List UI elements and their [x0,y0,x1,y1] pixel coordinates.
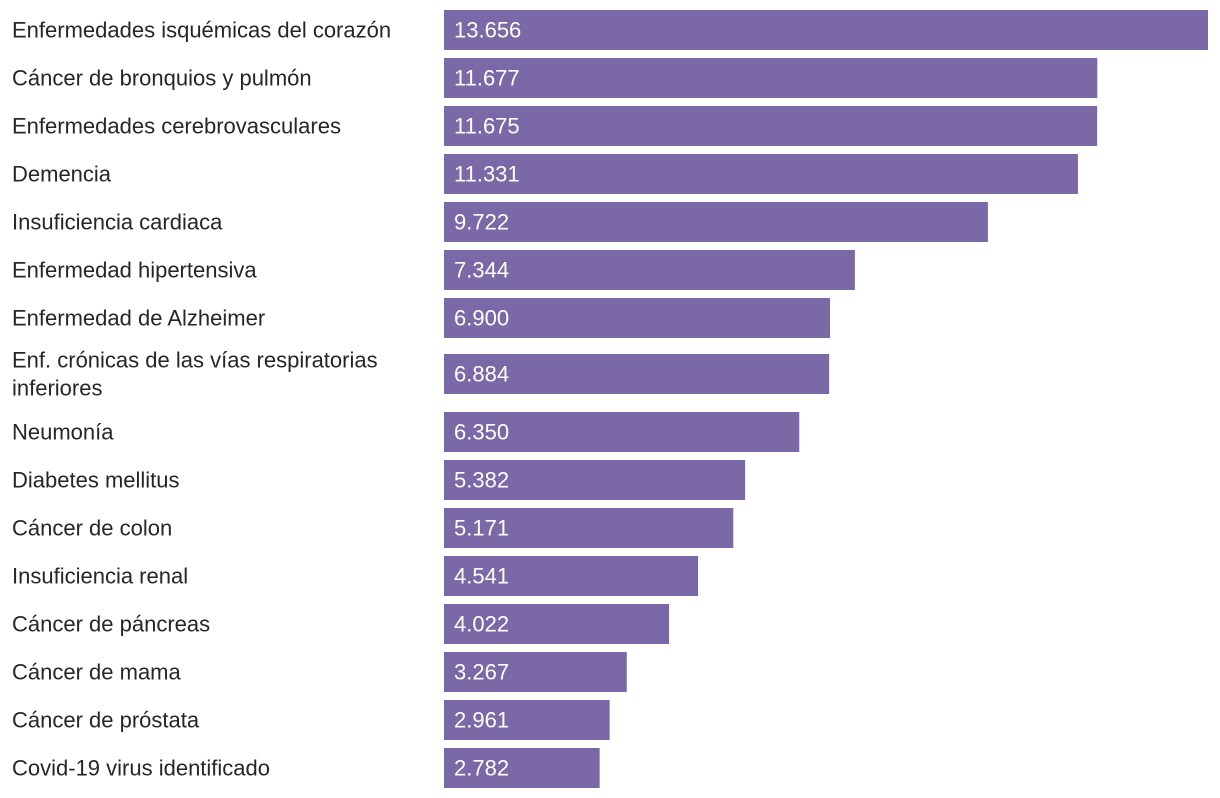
bar-value-label: 13.656 [454,18,521,43]
category-label: Enfermedades isquémicas del corazón [12,18,391,43]
category-label-line: Cáncer de próstata [12,708,200,733]
bar-value-label: 2.782 [454,756,509,781]
category-label-line: Neumonía [12,420,114,445]
category-label-line: Cáncer de colon [12,516,172,541]
bar [444,10,1208,50]
bar-value-label: 7.344 [454,258,509,283]
category-label-line: Enf. crónicas de las vías respiratorias [12,348,378,373]
category-label-line: Covid-19 virus identificado [12,756,270,781]
category-label-line: Insuficiencia renal [12,564,188,589]
category-label-line: Cáncer de bronquios y pulmón [12,66,312,91]
bar-value-label: 3.267 [454,660,509,685]
bar-value-label: 6.884 [454,362,509,387]
category-label: Enfermedad de Alzheimer [12,306,265,331]
category-label: Neumonía [12,420,114,445]
bar [444,748,600,788]
category-label-line: inferiores [12,376,102,401]
category-label: Demencia [12,162,112,187]
category-label: Enfermedad hipertensiva [12,258,257,283]
bar-value-label: 2.961 [454,708,509,733]
bar [444,354,830,394]
bar [444,652,627,692]
bar [444,58,1098,98]
bar [444,106,1098,146]
bar [444,412,800,452]
category-label: Cáncer de mama [12,660,182,685]
bar [444,604,670,644]
category-label: Cáncer de bronquios y pulmón [12,66,312,91]
category-label-line: Enfermedades cerebrovasculares [12,114,341,139]
bar-value-label: 11.331 [454,162,520,187]
category-label: Insuficiencia renal [12,564,188,589]
bar-value-label: 5.171 [454,516,509,541]
category-label-line: Enfermedades isquémicas del corazón [12,18,391,43]
bar-value-label: 9.722 [454,210,509,235]
bar-value-label: 4.022 [454,612,509,637]
bar-value-label: 5.382 [454,468,509,493]
bar [444,556,699,596]
category-label-line: Cáncer de mama [12,660,182,685]
category-label-line: Enfermedad de Alzheimer [12,306,265,331]
bar [444,700,610,740]
category-label: Enf. crónicas de las vías respiratorias i… [12,348,378,401]
category-label-line: Demencia [12,162,112,187]
bar [444,298,831,338]
category-label-line: Diabetes mellitus [12,468,180,493]
category-label: Insuficiencia cardiaca [12,210,223,235]
category-label-line: Insuficiencia cardiaca [12,210,223,235]
category-label-line: Enfermedad hipertensiva [12,258,257,283]
bar [444,508,734,548]
category-label: Covid-19 virus identificado [12,756,270,781]
category-label: Diabetes mellitus [12,468,180,493]
bar [444,202,988,242]
bar [444,154,1078,194]
bar-value-label: 11.677 [454,66,520,91]
bar [444,250,855,290]
category-label-line: Cáncer de páncreas [12,612,210,637]
bar [444,460,746,500]
category-label: Enfermedades cerebrovasculares [12,114,341,139]
bar-value-label: 11.675 [454,114,520,139]
bar-value-label: 4.541 [454,564,509,589]
category-label: Cáncer de colon [12,516,172,541]
category-label: Cáncer de próstata [12,708,200,733]
bar-value-label: 6.350 [454,420,509,445]
bar-value-label: 6.900 [454,306,509,331]
category-label: Cáncer de páncreas [12,612,210,637]
